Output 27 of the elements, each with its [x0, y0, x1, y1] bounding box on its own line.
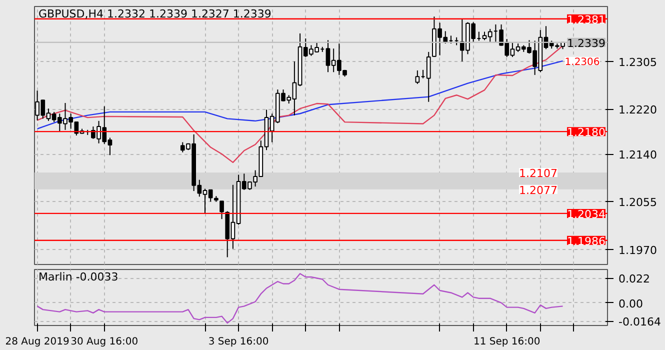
- candlestick: [426, 51, 431, 102]
- y-tick-label: 1.2055: [618, 196, 657, 210]
- chart-title: GBPUSD,H4 1.2332 1.2339 1.2327 1.2339: [38, 8, 272, 20]
- y-tick-label: 1.1970: [618, 244, 657, 257]
- annotation: 1.2107: [519, 167, 558, 180]
- line-series: [36, 60, 564, 130]
- x-tick-label: 3 Sep 16:00: [208, 336, 269, 348]
- ref-line-label: 1.2339: [567, 36, 606, 50]
- annotation: 1.2306: [564, 56, 600, 68]
- x-tick-label: 28 Aug 2019: [5, 336, 70, 348]
- ref-line-label: 1.1986: [567, 234, 606, 248]
- chart-title: Marlin -0.0033: [38, 270, 118, 284]
- candlestick: [220, 200, 224, 220]
- candlestick: [415, 70, 420, 84]
- y-tick-label: 0.00: [618, 297, 643, 310]
- y-tick-label: 1.2220: [618, 104, 657, 117]
- line-series: [36, 273, 564, 324]
- ref-line-label: 1.2180: [567, 126, 606, 140]
- ref-line-label: 1.2034: [567, 208, 606, 221]
- ref-line-label: 1.2381: [567, 13, 606, 26]
- y-tick-label: 0.022: [618, 272, 650, 286]
- y-tick-label: 1.2305: [618, 56, 657, 69]
- y-tick-label: -0.0164: [618, 316, 661, 329]
- x-tick-label: 11 Sep 16:00: [474, 336, 540, 348]
- y-tick-label: 1.2140: [618, 148, 657, 162]
- x-tick-label: 30 Aug 16:00: [70, 336, 138, 348]
- annotation: 1.2077: [519, 184, 558, 197]
